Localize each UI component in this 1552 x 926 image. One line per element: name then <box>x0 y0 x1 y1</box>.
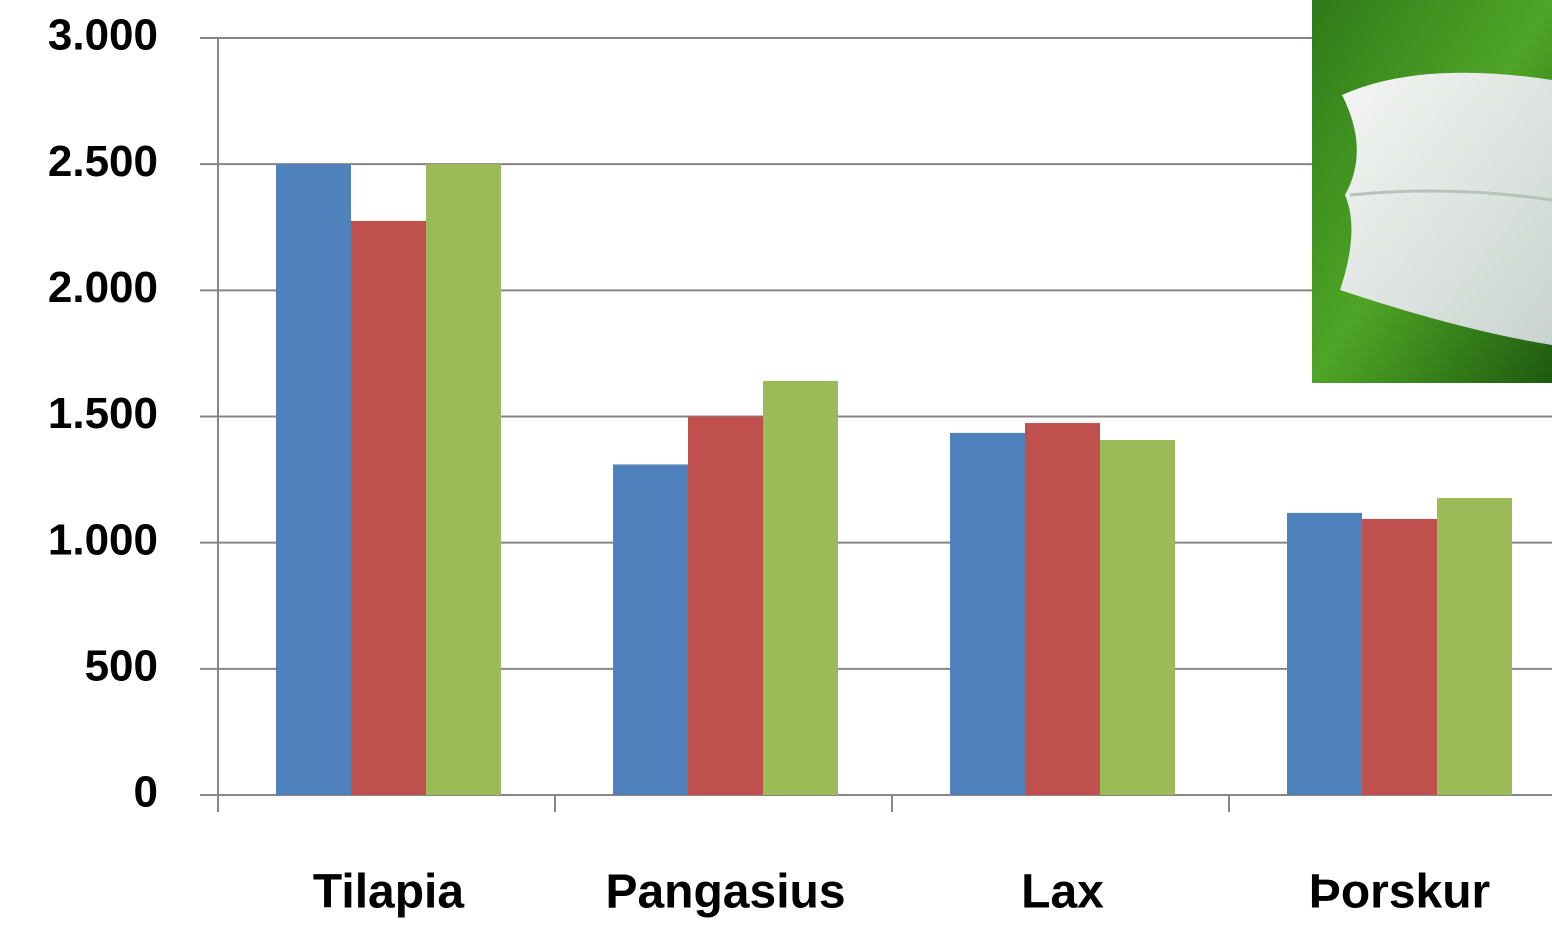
marks: 0 500 1.000 1.500 2.000 2.500 3.000 Tilapia Pang… <box>48 11 1512 919</box>
y-tick-label: 2.000 <box>48 263 158 312</box>
bar <box>950 432 1025 795</box>
bar <box>1100 439 1175 795</box>
fish-photo <box>1312 0 1552 383</box>
x-tick-label: Lax <box>1021 866 1104 919</box>
x-tick-label: Pangasius <box>605 866 845 919</box>
bar <box>276 164 351 795</box>
bar <box>351 220 426 796</box>
bar <box>1437 498 1512 795</box>
x-tick-label: Þorskur <box>1309 866 1490 919</box>
y-tick-label: 1.000 <box>48 515 158 564</box>
y-tick-label: 1.500 <box>48 389 158 438</box>
y-tick-label: 0 <box>134 768 158 817</box>
bar <box>613 464 688 795</box>
bar <box>426 164 501 795</box>
bar <box>763 380 838 795</box>
y-tick-label: 500 <box>85 641 158 690</box>
x-tick-label: Tilapia <box>313 866 464 919</box>
bar <box>1287 512 1362 795</box>
y-tick-label: 3.000 <box>48 11 158 60</box>
bar <box>1362 518 1437 795</box>
y-tick-label: 2.500 <box>48 137 158 186</box>
bar <box>688 416 763 795</box>
bar <box>1025 423 1100 795</box>
